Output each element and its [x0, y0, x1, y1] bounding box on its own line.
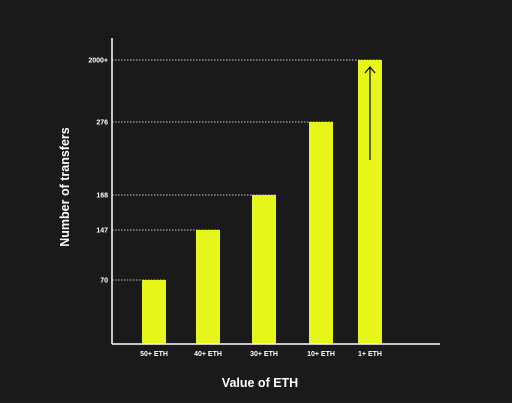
x-tick-label: 30+ ETH [250, 351, 278, 358]
y-axis-title: Number of transfers [58, 127, 72, 247]
x-tick-label: 50+ ETH [140, 351, 168, 358]
y-tick-label: 70 [100, 278, 108, 285]
bar-50-eth [142, 280, 166, 344]
y-tick-labels: 70 147 168 276 2000+ [88, 58, 108, 285]
x-tick-label: 1+ ETH [358, 351, 382, 358]
bar-10-eth [309, 122, 333, 344]
bar-30-eth [252, 195, 276, 344]
guide-lines [112, 59, 382, 281]
bar-40-eth [196, 230, 220, 344]
bars [142, 60, 382, 344]
y-tick-label: 147 [96, 228, 108, 235]
y-tick-label: 2000+ [88, 58, 108, 65]
arrow-head [364, 65, 376, 74]
x-axis-title: Value of ETH [222, 376, 298, 390]
x-tick-labels: 50+ ETH 40+ ETH 30+ ETH 10+ ETH 1+ ETH [140, 351, 382, 358]
x-tick-label: 10+ ETH [307, 351, 335, 358]
growth-arrow [364, 65, 376, 160]
x-tick-label: 40+ ETH [194, 351, 222, 358]
y-tick-label: 168 [96, 193, 108, 200]
y-tick-label: 276 [96, 120, 108, 127]
